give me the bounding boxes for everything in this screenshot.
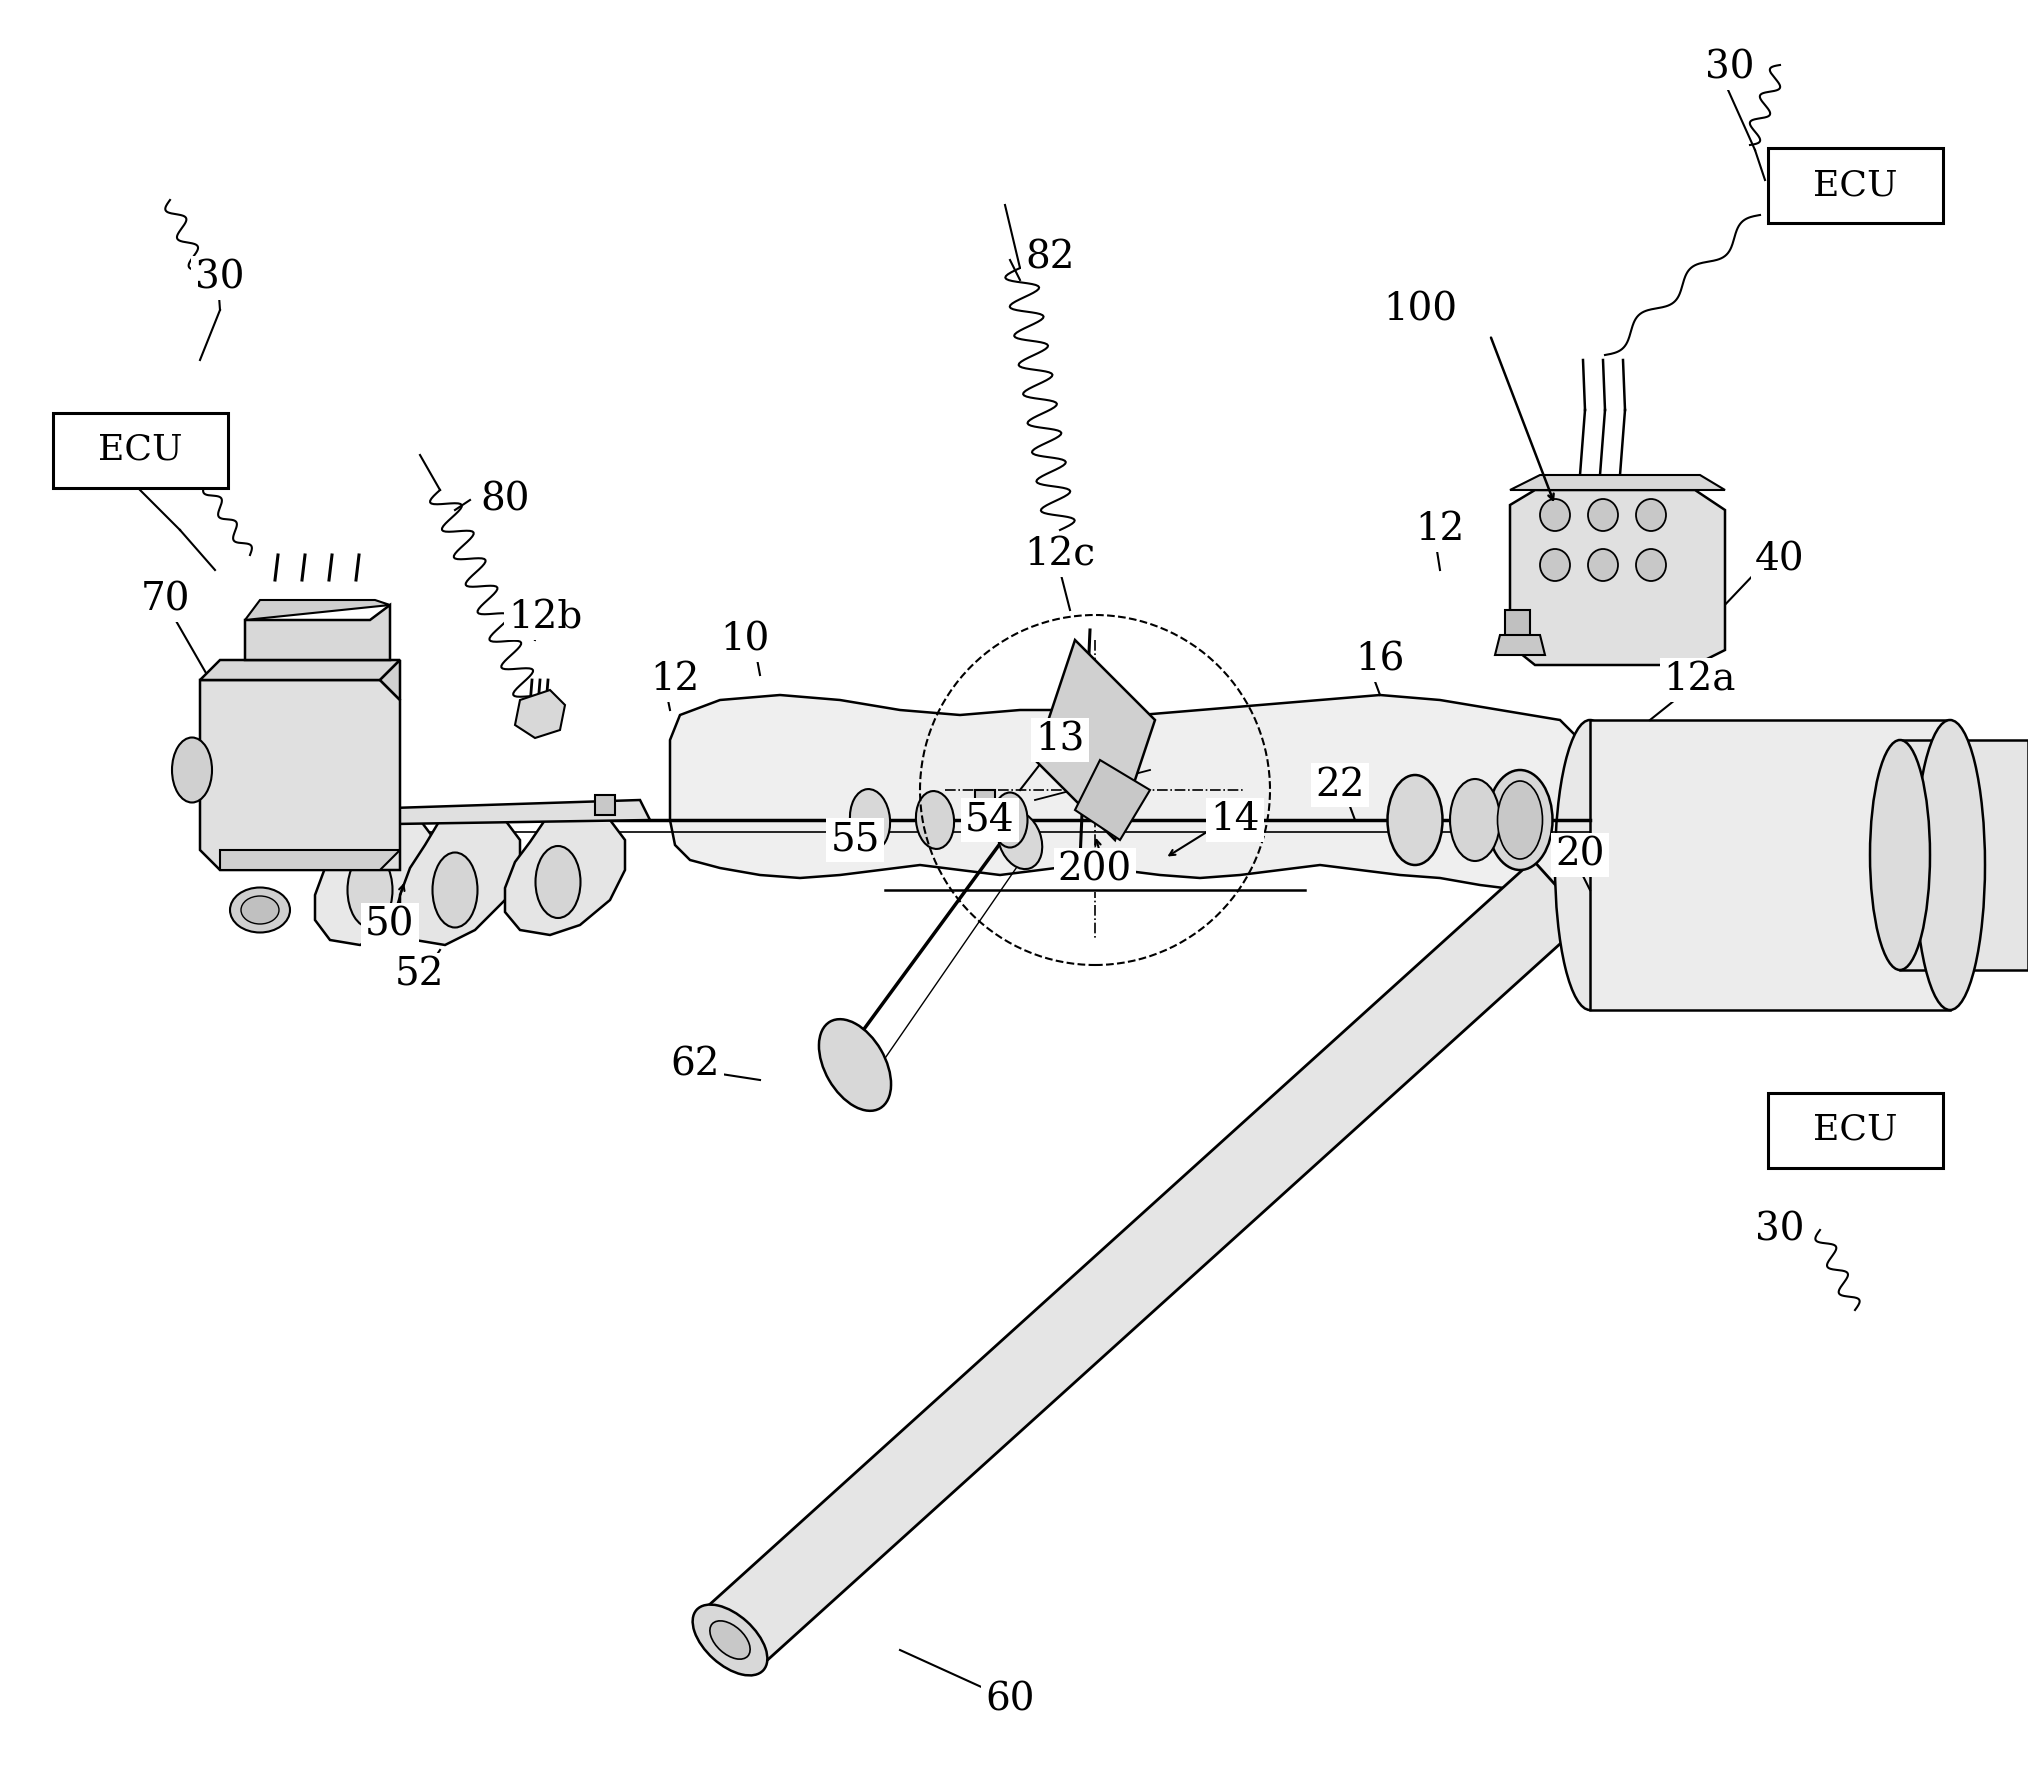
Ellipse shape (172, 737, 213, 802)
Polygon shape (505, 815, 625, 935)
Ellipse shape (710, 1621, 750, 1660)
Polygon shape (1511, 490, 1726, 666)
Polygon shape (975, 790, 996, 809)
Text: 60: 60 (986, 1681, 1034, 1718)
Polygon shape (1034, 641, 1156, 840)
Ellipse shape (850, 790, 890, 850)
Ellipse shape (432, 852, 477, 928)
Polygon shape (1505, 611, 1529, 641)
Text: ECU: ECU (1813, 1113, 1898, 1147)
Text: 12c: 12c (1024, 536, 1095, 573)
Ellipse shape (1588, 548, 1618, 580)
Text: 50: 50 (365, 907, 416, 944)
Ellipse shape (992, 792, 1028, 847)
Ellipse shape (1870, 740, 1931, 969)
Ellipse shape (1637, 548, 1665, 580)
Text: 12a: 12a (1663, 662, 1736, 699)
Text: 40: 40 (1754, 541, 1805, 579)
Text: 12: 12 (1416, 511, 1464, 548)
Ellipse shape (241, 896, 280, 925)
Polygon shape (201, 680, 400, 870)
Polygon shape (669, 696, 1580, 889)
Polygon shape (515, 690, 566, 738)
Ellipse shape (1555, 721, 1624, 1010)
Ellipse shape (1588, 499, 1618, 531)
Ellipse shape (1497, 781, 1543, 859)
Text: ECU: ECU (1813, 169, 1898, 202)
Ellipse shape (1539, 548, 1570, 580)
Text: 100: 100 (1383, 291, 1456, 328)
Text: 12b: 12b (507, 600, 582, 637)
Text: 30: 30 (1706, 50, 1754, 87)
Polygon shape (245, 600, 389, 619)
Ellipse shape (998, 811, 1042, 870)
Polygon shape (1511, 476, 1726, 490)
Text: 10: 10 (720, 621, 771, 659)
Text: 82: 82 (1026, 240, 1075, 277)
FancyBboxPatch shape (1768, 147, 1943, 222)
Ellipse shape (347, 852, 393, 928)
Ellipse shape (1487, 770, 1553, 870)
Text: 22: 22 (1316, 767, 1365, 804)
Ellipse shape (1914, 721, 1985, 1010)
Polygon shape (1590, 721, 1951, 1010)
Text: 200: 200 (1059, 852, 1132, 889)
Text: 14: 14 (1211, 802, 1259, 838)
Text: 30: 30 (195, 259, 245, 296)
FancyBboxPatch shape (53, 412, 227, 488)
Text: 16: 16 (1355, 641, 1405, 678)
Polygon shape (331, 801, 651, 825)
Text: 70: 70 (140, 582, 191, 618)
Text: 55: 55 (829, 822, 880, 859)
Polygon shape (400, 815, 519, 944)
Ellipse shape (1387, 776, 1442, 864)
Polygon shape (704, 861, 1586, 1670)
Polygon shape (379, 660, 400, 699)
Ellipse shape (1637, 499, 1665, 531)
Polygon shape (1900, 740, 2028, 969)
Ellipse shape (819, 1019, 890, 1111)
Ellipse shape (694, 1605, 767, 1676)
Ellipse shape (1539, 499, 1570, 531)
Polygon shape (245, 605, 389, 660)
Text: 54: 54 (965, 802, 1014, 838)
Text: 80: 80 (481, 481, 529, 518)
Text: 52: 52 (395, 957, 444, 994)
Polygon shape (1075, 760, 1150, 840)
Ellipse shape (229, 888, 290, 932)
Ellipse shape (535, 847, 580, 918)
Text: 12: 12 (651, 662, 700, 699)
Ellipse shape (917, 792, 953, 848)
Text: 62: 62 (669, 1047, 720, 1083)
Polygon shape (201, 660, 400, 680)
Text: 20: 20 (1555, 836, 1604, 873)
Polygon shape (314, 815, 434, 944)
Polygon shape (1495, 635, 1545, 655)
Polygon shape (219, 850, 400, 870)
FancyBboxPatch shape (1768, 1092, 1943, 1168)
Ellipse shape (1450, 779, 1501, 861)
Text: 13: 13 (1036, 721, 1085, 758)
Text: ECU: ECU (97, 433, 183, 467)
Polygon shape (594, 795, 614, 815)
Text: 30: 30 (1756, 1212, 1805, 1248)
